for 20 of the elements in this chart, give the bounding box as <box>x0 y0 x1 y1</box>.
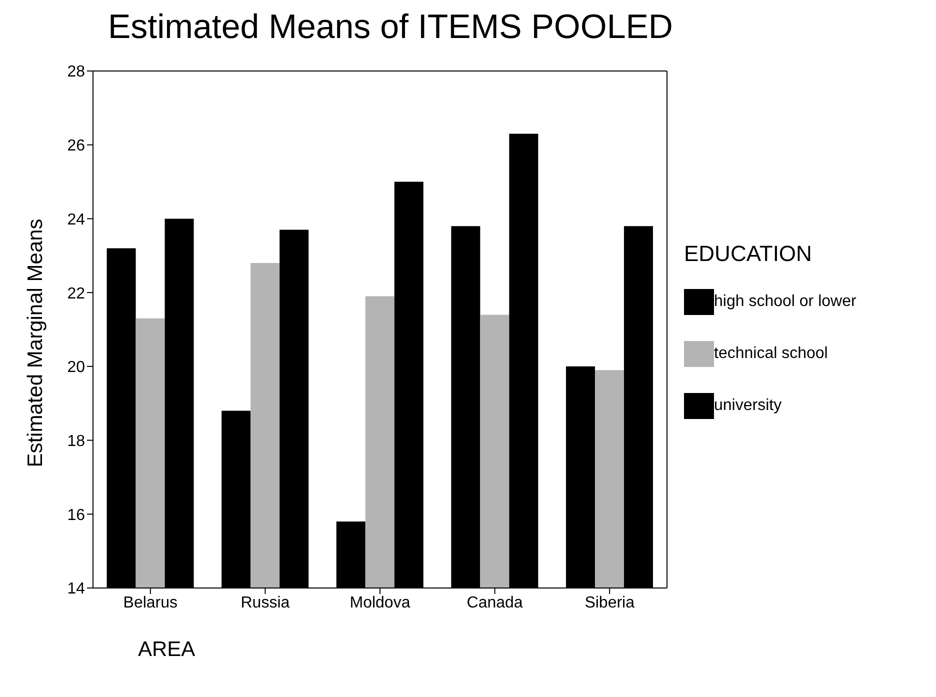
y-tick-label: 14 <box>67 580 86 598</box>
y-tick-label: 18 <box>67 432 86 450</box>
x-axis-title: AREA <box>138 638 196 662</box>
y-tick-label: 24 <box>67 211 86 228</box>
chart-title: Estimated Means of ITEMS POOLED <box>108 8 673 47</box>
y-tick-label: 22 <box>67 285 86 302</box>
x-tick-label: Belarus <box>123 594 178 612</box>
y-tick-label: 16 <box>67 506 86 524</box>
x-tick-label: Moldova <box>350 594 410 612</box>
x-tick-label: Russia <box>240 594 290 612</box>
y-axis-title: Estimated Marginal Means <box>24 218 48 468</box>
legend-label: technical school <box>714 345 828 363</box>
legend-label: high school or lower <box>714 293 856 311</box>
y-tick-label: 26 <box>67 138 86 155</box>
legend-label: university <box>714 397 782 415</box>
y-tick-label: 20 <box>67 359 86 376</box>
y-tick-label: 28 <box>67 64 86 81</box>
x-tick-label: Siberia <box>584 594 635 612</box>
legend-title: EDUCATION <box>684 241 813 267</box>
x-tick-label: Canada <box>466 594 523 612</box>
